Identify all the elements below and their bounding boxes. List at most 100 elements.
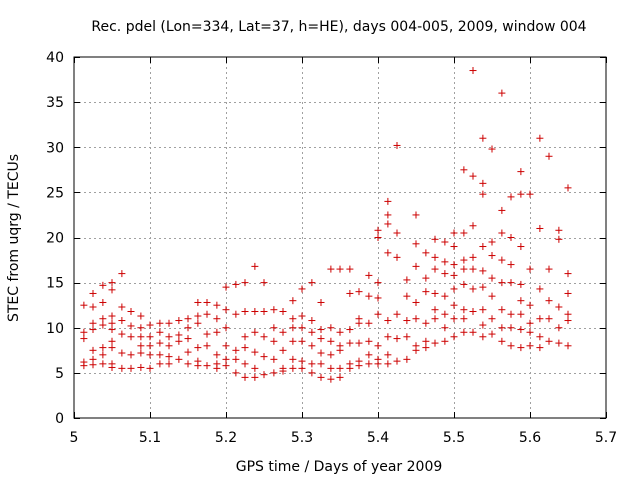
data-point xyxy=(146,351,154,359)
data-point xyxy=(555,339,563,347)
data-point xyxy=(108,344,116,352)
data-point xyxy=(412,315,420,323)
data-point xyxy=(222,283,230,291)
data-point xyxy=(517,280,525,288)
data-point xyxy=(469,172,477,180)
data-point xyxy=(507,261,515,269)
data-point xyxy=(203,362,211,370)
data-point xyxy=(346,265,354,273)
data-point xyxy=(384,220,392,228)
data-point xyxy=(450,333,458,341)
data-point xyxy=(374,279,382,287)
data-point xyxy=(156,319,164,327)
data-point xyxy=(479,267,487,275)
data-point xyxy=(488,238,496,246)
data-point xyxy=(308,317,316,325)
data-point xyxy=(241,333,249,341)
data-point xyxy=(450,271,458,279)
data-point xyxy=(317,335,325,343)
data-point xyxy=(536,344,544,352)
data-point xyxy=(393,357,401,365)
data-point xyxy=(545,152,553,160)
data-point xyxy=(203,298,211,306)
data-point xyxy=(460,328,468,336)
data-point xyxy=(517,344,525,352)
data-point xyxy=(507,310,515,318)
data-point xyxy=(507,279,515,287)
data-point xyxy=(241,279,249,287)
data-point xyxy=(289,315,297,323)
x-tick-label: 5.6 xyxy=(519,430,541,446)
data-point xyxy=(536,285,544,293)
data-point xyxy=(156,351,164,359)
data-point xyxy=(165,360,173,368)
data-point xyxy=(355,319,363,327)
data-point xyxy=(469,285,477,293)
data-point xyxy=(279,367,287,375)
data-point xyxy=(365,271,373,279)
data-point xyxy=(270,369,278,377)
data-point xyxy=(479,134,487,142)
data-point xyxy=(355,362,363,370)
data-point xyxy=(374,226,382,234)
data-point xyxy=(412,262,420,270)
data-point xyxy=(393,310,401,318)
data-point xyxy=(317,298,325,306)
data-point xyxy=(526,319,534,327)
data-point xyxy=(137,312,145,320)
data-point xyxy=(241,344,249,352)
data-point xyxy=(384,249,392,257)
data-point xyxy=(327,364,335,372)
data-point xyxy=(374,234,382,241)
data-point xyxy=(564,289,572,297)
data-point xyxy=(165,353,173,361)
data-point xyxy=(469,265,477,273)
data-point xyxy=(479,321,487,329)
data-point xyxy=(479,283,487,291)
data-point xyxy=(346,364,354,372)
data-point xyxy=(289,355,297,363)
x-axis-label: GPS time / Days of year 2009 xyxy=(236,459,443,475)
data-point xyxy=(526,190,534,198)
data-point xyxy=(327,265,335,273)
data-point xyxy=(384,211,392,219)
data-point xyxy=(441,238,449,246)
data-point xyxy=(270,324,278,332)
data-point xyxy=(336,346,344,354)
data-point xyxy=(89,361,97,369)
data-point xyxy=(441,310,449,318)
data-point xyxy=(137,342,145,350)
grid xyxy=(74,57,606,418)
data-point xyxy=(555,235,563,243)
data-point xyxy=(80,301,88,309)
data-point xyxy=(460,280,468,288)
data-point xyxy=(450,301,458,309)
data-point xyxy=(488,145,496,153)
x-tick-label: 5.7 xyxy=(595,430,617,446)
data-point xyxy=(222,362,230,370)
data-point xyxy=(289,297,297,305)
data-point xyxy=(517,326,525,334)
data-point xyxy=(536,333,544,341)
data-point xyxy=(99,344,107,352)
data-point xyxy=(175,355,183,363)
data-point xyxy=(431,253,439,261)
data-point xyxy=(479,179,487,187)
data-point xyxy=(251,328,259,336)
data-point xyxy=(403,292,411,300)
data-point xyxy=(289,337,297,345)
data-point xyxy=(517,168,525,176)
data-point xyxy=(137,333,145,341)
data-point xyxy=(232,369,240,377)
data-point xyxy=(232,355,240,363)
data-point xyxy=(460,306,468,314)
data-point xyxy=(346,339,354,347)
data-point xyxy=(270,355,278,363)
y-tick-label: 40 xyxy=(46,50,64,66)
data-point xyxy=(184,348,192,356)
data-point xyxy=(526,342,534,350)
data-point xyxy=(336,373,344,381)
data-point xyxy=(298,364,306,372)
